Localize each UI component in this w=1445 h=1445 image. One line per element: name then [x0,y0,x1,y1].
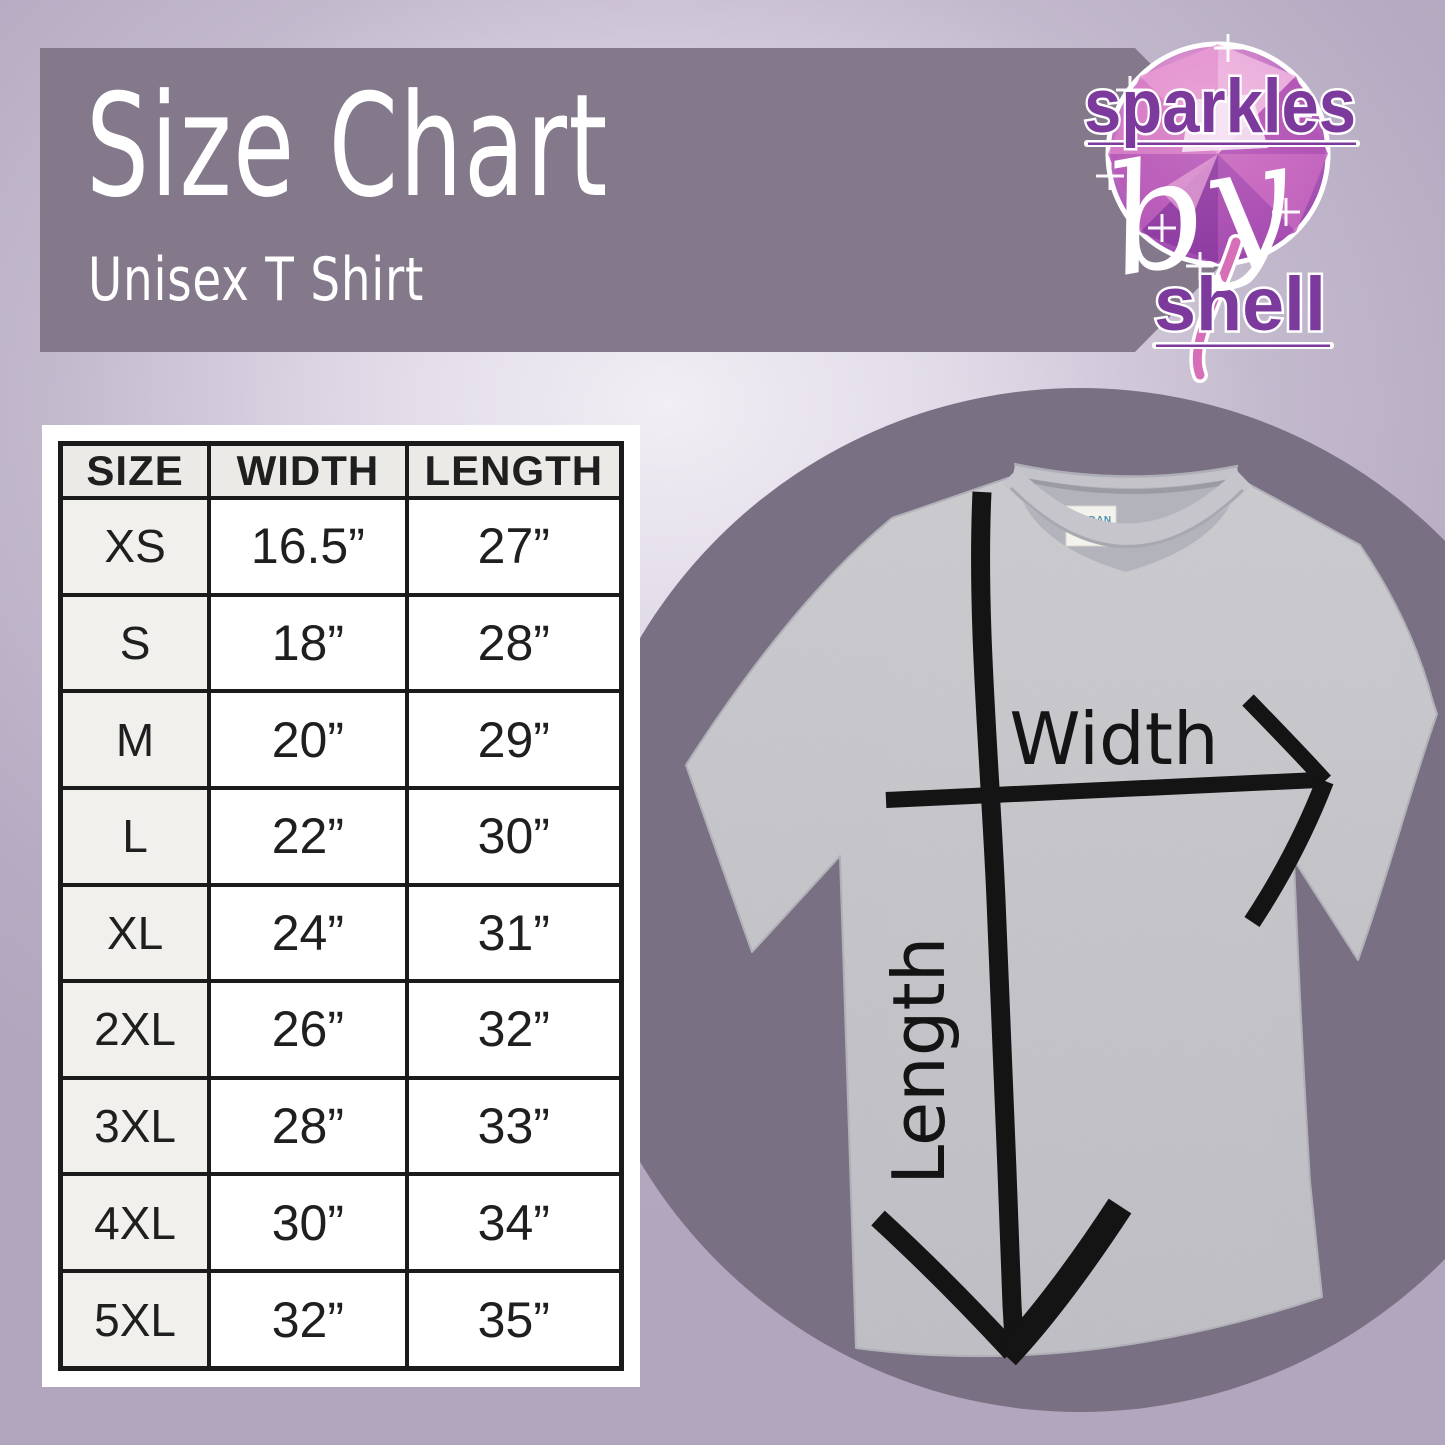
column-header-width: WIDTH [207,441,409,500]
size-cell: 4XL [58,1172,212,1273]
length-cell: 29” [404,689,624,790]
size-cell: M [58,689,212,790]
length-cell: 33” [404,1075,624,1177]
column-header-length: LENGTH [404,441,624,500]
table-header-row: SIZE WIDTH LENGTH [58,441,624,500]
page-title: Size Chart [86,64,609,229]
size-cell: S [58,592,212,694]
length-cell: 31” [404,882,624,984]
page-subtitle: Unisex T Shirt [88,245,425,315]
width-cell: 32” [207,1269,409,1371]
logo-word-top: sparkles [1084,64,1356,149]
size-cell: L [58,785,212,887]
table-row: 2XL 26” 32” [58,979,624,1080]
length-cell: 34” [404,1172,624,1273]
brand-logo: sparkles shell by [1082,34,1360,383]
measurement-arrows [871,491,1334,1366]
table-row: 3XL 28” 33” [58,1075,624,1177]
length-cell: 27” [404,496,624,597]
table-row: XS 16.5” 27” [58,496,624,597]
length-line [971,491,1024,1341]
size-cell: XS [58,496,212,597]
width-label: Width [1009,697,1218,781]
width-arrowhead-lower [1244,777,1334,927]
table-row: 5XL 32” 35” [58,1269,624,1371]
header-banner [40,48,1285,352]
gem-facets [1108,44,1328,264]
table-row: M 20” 29” [58,689,624,790]
table-row: 4XL 30” 34” [58,1172,624,1273]
logo-underlines [1084,140,1360,349]
size-table-panel: SIZE WIDTH LENGTH XS 16.5” 27” S 18” 28”… [42,425,640,1387]
width-cell: 18” [207,592,409,694]
width-cell: 30” [207,1172,409,1273]
width-line [885,772,1319,808]
width-cell: 28” [207,1075,409,1177]
logo-swash [1189,234,1244,383]
table-row: L 22” 30” [58,785,624,887]
length-arrowhead-left [871,1210,1020,1359]
size-cell: 5XL [58,1269,212,1371]
width-cell: 22” [207,785,409,887]
length-label: Length [877,937,961,1185]
column-header-size: SIZE [58,441,212,500]
neck-opening [1014,474,1240,572]
size-cell: 3XL [58,1075,212,1177]
logo-word-bottom: shell [1154,262,1326,347]
width-cell: 16.5” [207,496,409,597]
width-arrowhead-upper [1242,694,1331,787]
length-cell: 28” [404,592,624,694]
logo-word-mid: by [1095,108,1305,311]
table-row: S 18” 28” [58,592,624,694]
neck-shadow-line [1019,475,1237,495]
width-cell: 20” [207,689,409,790]
table-row: XL 24” 31” [58,882,624,984]
length-arrowhead-right [996,1198,1132,1366]
length-cell: 30” [404,785,624,887]
size-table: SIZE WIDTH LENGTH XS 16.5” 27” S 18” 28”… [58,441,624,1371]
sparkle-icon [1096,34,1312,280]
width-cell: 24” [207,882,409,984]
size-cell: XL [58,882,212,984]
length-cell: 32” [404,979,624,1080]
width-cell: 26” [207,979,409,1080]
length-cell: 35” [404,1269,624,1371]
collar [1002,462,1252,548]
size-cell: 2XL [58,979,212,1080]
